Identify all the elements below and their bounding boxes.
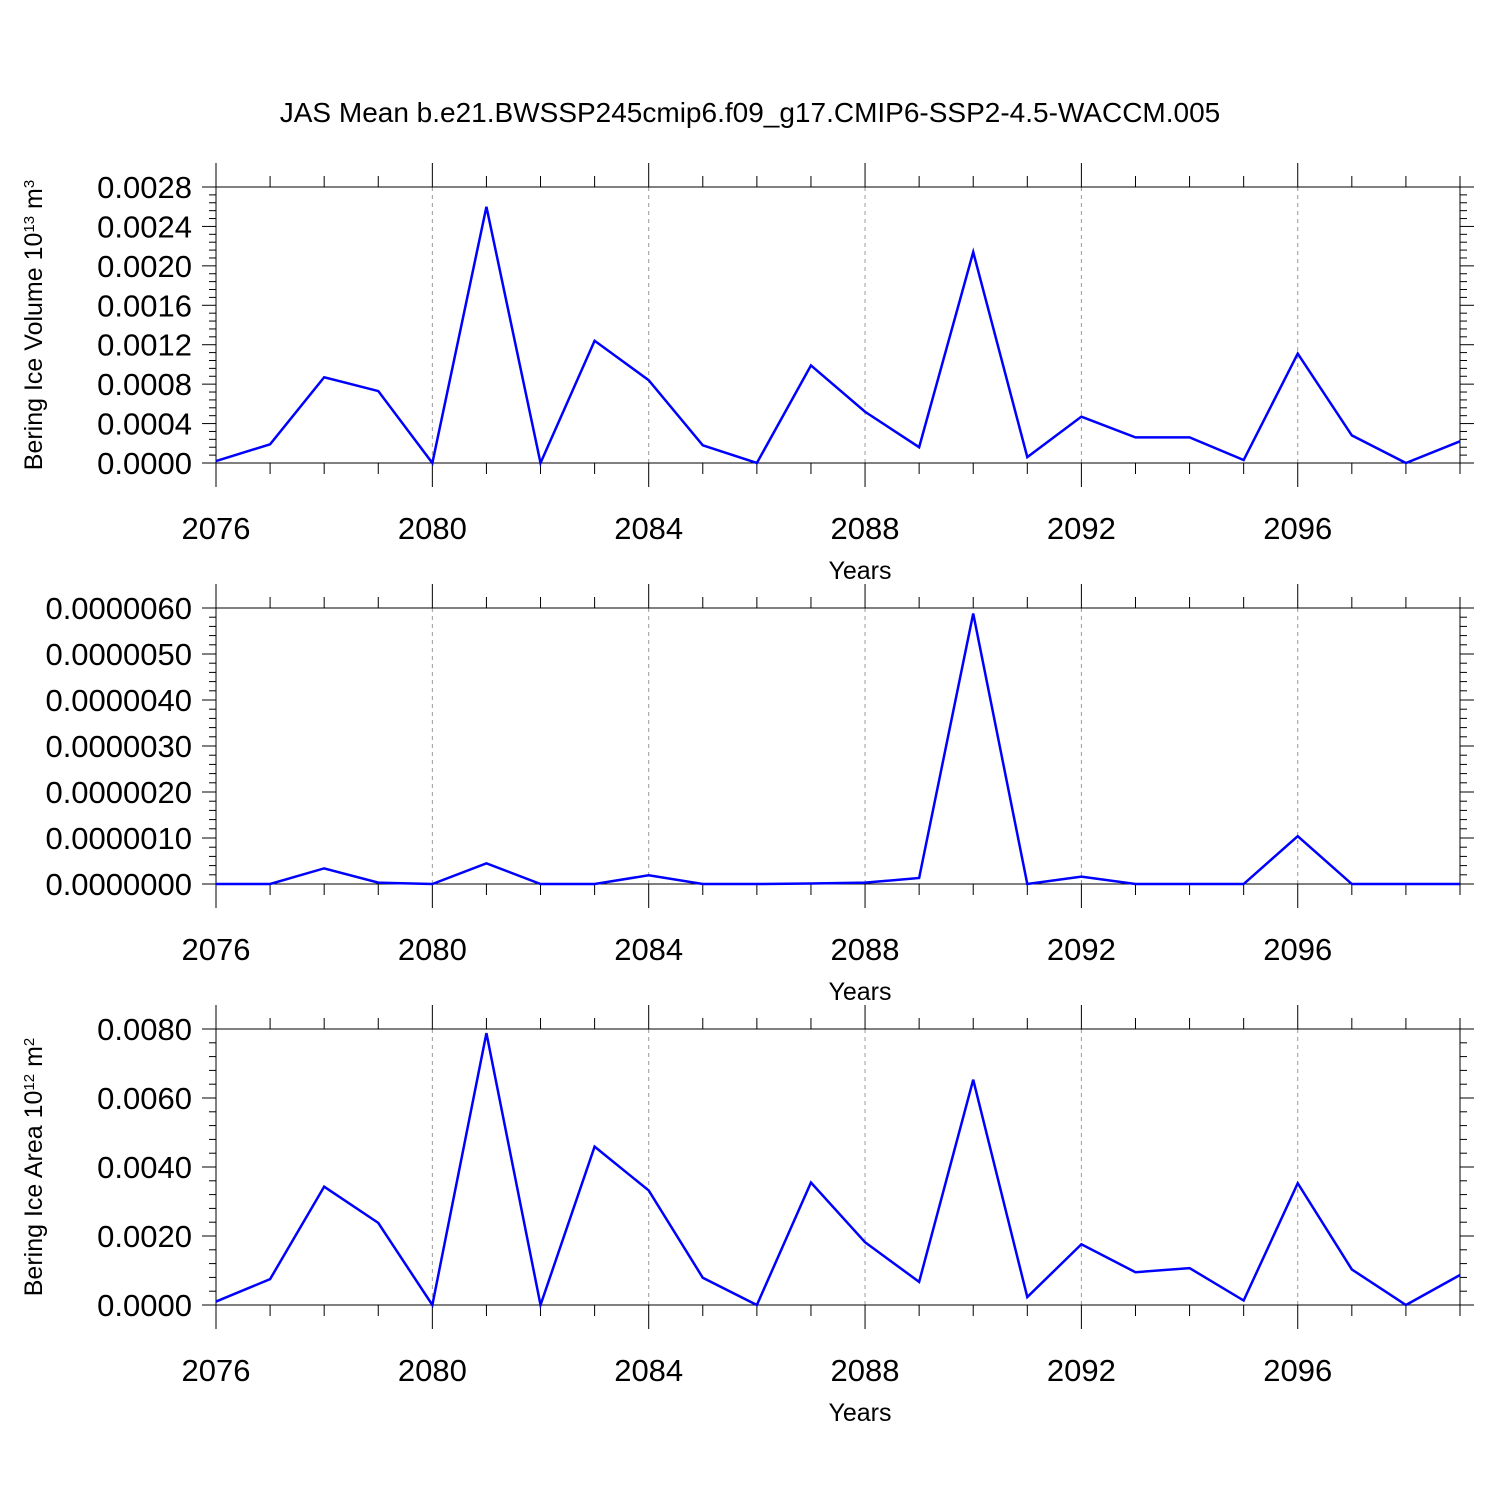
x-tick-label: 2084: [614, 932, 683, 967]
x-axis-title: Years: [828, 978, 891, 1006]
y-axis-title-superscript: 13: [21, 216, 38, 233]
plot-frame: [215, 1028, 1461, 1306]
panels: 2076 2080 2084 2088 2092 2096 0.0000 0.0004 0.00…: [20, 163, 1474, 1427]
x-tick-label: 2080: [398, 1353, 467, 1388]
y-axis-title-superscript: 3: [21, 180, 38, 188]
y-tick-label: 0.0000040: [45, 683, 192, 718]
y-axis-title-part: Bering Ice Volume 10: [20, 233, 48, 471]
y-tick-label: 0.0016: [97, 288, 192, 323]
x-axis-title: Years: [828, 557, 891, 585]
y-tick-label: 0.0000030: [45, 729, 192, 764]
x-axis-title: Years: [828, 1399, 891, 1427]
y-tick-label: 0.0000060: [45, 591, 192, 626]
x-tick-label: 2096: [1263, 932, 1332, 967]
y-tick-label: 0.0060: [97, 1081, 192, 1116]
x-tick-label: 2076: [182, 511, 251, 546]
plot-frame: [215, 186, 1461, 464]
y-axis-title-part: Bering Ice Area 10: [20, 1091, 48, 1297]
y-axis-title: Bering Ice Area 1012 m2: [20, 1038, 48, 1297]
y-axis-title: Bering Ice Volume 1013 m3: [20, 180, 48, 470]
y-tick-label: 0.0000020: [45, 775, 192, 810]
y-tick-label: 0.0020: [97, 1219, 192, 1254]
y-axis-title-part: m: [20, 188, 48, 216]
x-tick-label: 2092: [1047, 932, 1116, 967]
y-tick-label: 0.0028: [97, 170, 192, 205]
y-tick-label: 0.0000: [97, 1288, 192, 1323]
y-tick-label: 0.0012: [97, 328, 192, 363]
x-tick-label: 2084: [614, 1353, 683, 1388]
chart-panel-3: 2076 2080 2084 2088 2092 2096 0.0000 0.0020 0.00…: [20, 1005, 1474, 1427]
chart-title: JAS Mean b.e21.BWSSP245cmip6.f09_g17.CMI…: [280, 97, 1221, 128]
x-tick-label: 2076: [182, 1353, 251, 1388]
x-tick-label: 2092: [1047, 511, 1116, 546]
y-tick-label: 0.0000: [97, 446, 192, 481]
y-axis-title-superscript: 2: [21, 1038, 38, 1046]
plot-frame: [215, 607, 1461, 885]
chart-panel-2: 2076 2080 2084 2088 2092 2096 0.0000000 0.00000…: [45, 584, 1474, 1006]
y-tick-label: 0.0040: [97, 1150, 192, 1185]
x-tick-label: 2092: [1047, 1353, 1116, 1388]
y-tick-label: 0.0000010: [45, 821, 192, 856]
series-line: [215, 206, 1461, 468]
y-tick-label: 0.0020: [97, 249, 192, 284]
x-tick-label: 2088: [831, 1353, 900, 1388]
y-tick-label: 0.0080: [97, 1012, 192, 1047]
x-tick-label: 2096: [1263, 1353, 1332, 1388]
y-tick-label: 0.0008: [97, 367, 192, 402]
x-tick-label: 2080: [398, 511, 467, 546]
series-line: [216, 613, 1460, 886]
x-tick-label: 2088: [831, 511, 900, 546]
x-tick-label: 2076: [182, 932, 251, 967]
y-axis-title-superscript: 12: [21, 1074, 38, 1091]
y-tick-label: 0.0000000: [45, 867, 192, 902]
series-line: [215, 1032, 1461, 1310]
x-tick-label: 2084: [614, 511, 683, 546]
y-tick-label: 0.0024: [97, 209, 192, 244]
x-tick-label: 2080: [398, 932, 467, 967]
y-axis-title-part: m: [20, 1046, 48, 1074]
chart-panel-1: 2076 2080 2084 2088 2092 2096 0.0000 0.0004 0.00…: [20, 163, 1474, 585]
x-tick-label: 2096: [1263, 511, 1332, 546]
y-tick-label: 0.0004: [97, 407, 192, 442]
y-tick-label: 0.0000050: [45, 637, 192, 672]
x-tick-label: 2088: [831, 932, 900, 967]
